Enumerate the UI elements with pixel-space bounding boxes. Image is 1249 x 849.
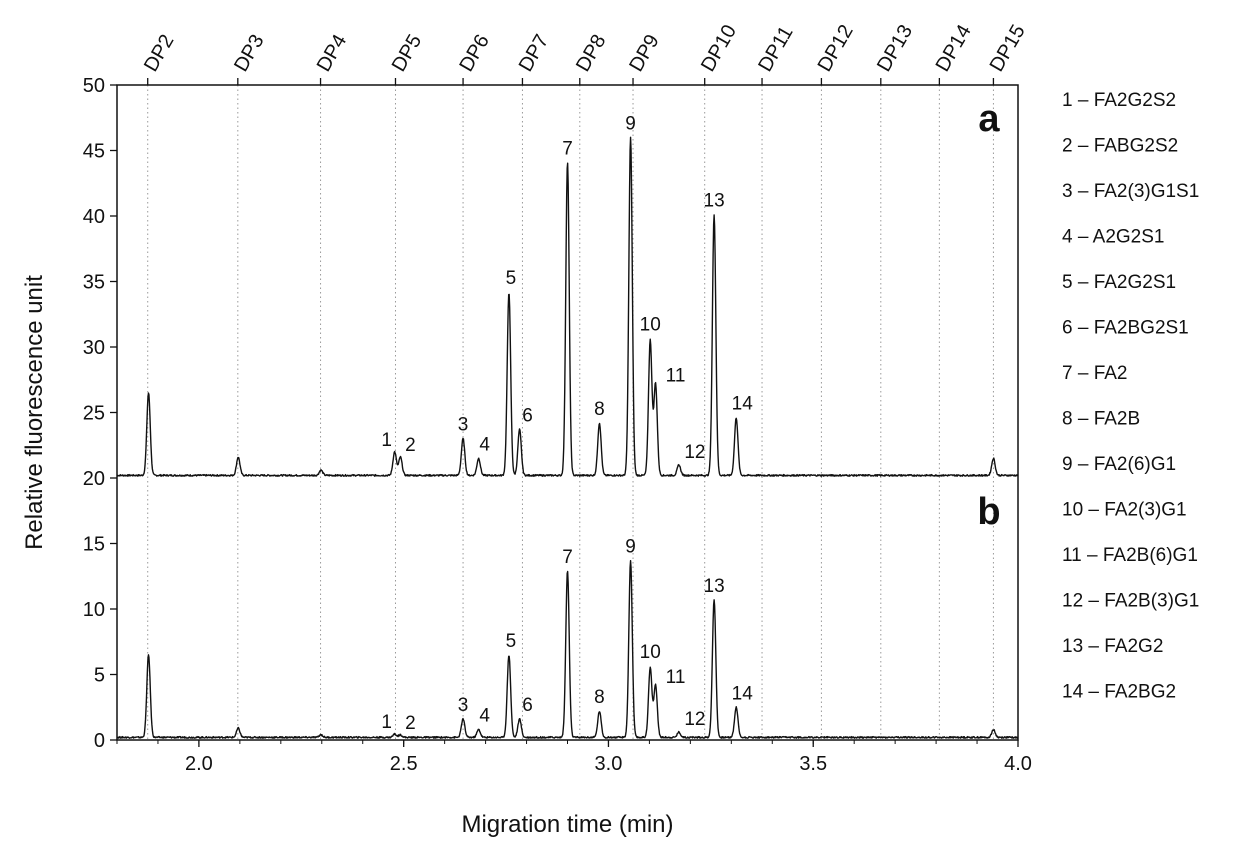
- peak-label: 1: [381, 430, 392, 451]
- peak-label: 8: [594, 399, 605, 420]
- peak-label: 13: [704, 576, 725, 597]
- peak-label: 11: [666, 366, 686, 387]
- legend-entry: 8 – FA2B: [1062, 409, 1140, 430]
- peak-label: 12: [684, 709, 705, 730]
- dp-label: DP14: [932, 21, 976, 75]
- trace-a: [116, 136, 1019, 477]
- dp-label: DP9: [625, 31, 664, 76]
- dp-label: DP12: [814, 21, 858, 75]
- dp-label: DP7: [515, 31, 554, 76]
- peak-label: 5: [506, 631, 517, 652]
- peak-label: 13: [704, 191, 725, 212]
- dp-label: DP2: [140, 31, 179, 76]
- axis-ticks: DP2 DP3 DP4 DP5 DP6 DP7 DP8 DP9 DP10 DP11 DP12 DP13…: [83, 21, 1032, 775]
- y-tick-label: 25: [83, 403, 105, 425]
- y-tick-label: 10: [83, 599, 105, 621]
- x-tick-label: 2.0: [185, 753, 213, 775]
- peak-label: 6: [522, 695, 533, 716]
- trace-b: [116, 559, 1019, 739]
- dp-label: DP6: [455, 31, 494, 76]
- peak-label: 9: [625, 537, 636, 558]
- panel-label-a: a: [978, 98, 1000, 140]
- traces: [116, 136, 1019, 739]
- y-tick-label: 15: [83, 534, 105, 556]
- peak-label: 8: [594, 687, 605, 708]
- peak-label: 3: [458, 415, 469, 436]
- peak-label: 5: [506, 268, 517, 289]
- y-tick-label: 0: [94, 730, 105, 752]
- panel-label-b: b: [977, 491, 1000, 533]
- dp-label: DP8: [572, 31, 611, 76]
- x-tick-label: 3.0: [595, 753, 623, 775]
- legend-entry: 4 – A2G2S1: [1062, 227, 1164, 248]
- legend-entry: 11 – FA2B(6)G1: [1062, 545, 1198, 566]
- legend-entry: 13 – FA2G2: [1062, 636, 1163, 657]
- legend-entry: 10 – FA2(3)G1: [1062, 500, 1187, 521]
- y-tick-label: 30: [83, 337, 105, 359]
- dp-label: DP11: [754, 22, 797, 75]
- y-axis-title: Relative fluorescence unit: [21, 275, 48, 550]
- legend: 1 – FA2G2S2 2 – FABG2S2 3 – FA2(3)G1S1 4 – …: [1062, 90, 1199, 703]
- x-axis-title: Migration time (min): [461, 811, 673, 838]
- y-tick-label: 35: [83, 272, 105, 294]
- legend-entry: 2 – FABG2S2: [1062, 136, 1178, 157]
- dp-label: DP15: [986, 21, 1030, 75]
- y-tick-label: 50: [83, 75, 105, 97]
- dp-label: DP13: [873, 21, 917, 75]
- y-tick-label: 20: [83, 468, 105, 490]
- peak-label: 11: [666, 667, 686, 688]
- legend-entry: 12 – FA2B(3)G1: [1062, 591, 1199, 612]
- dp-label: DP3: [230, 31, 269, 76]
- legend-entry: 6 – FA2BG2S1: [1062, 318, 1189, 339]
- legend-entry: 7 – FA2: [1062, 363, 1128, 384]
- legend-entry: 5 – FA2G2S1: [1062, 272, 1176, 293]
- legend-entry: 9 – FA2(6)G1: [1062, 454, 1176, 475]
- dp-label: DP5: [388, 31, 427, 76]
- x-tick-label: 2.5: [390, 753, 418, 775]
- x-tick-label: 4.0: [1004, 753, 1032, 775]
- peak-label: 2: [405, 713, 416, 734]
- peak-label: 12: [684, 442, 705, 463]
- y-tick-label: 5: [94, 665, 105, 687]
- peak-label: 4: [479, 706, 490, 727]
- y-tick-label: 40: [83, 206, 105, 228]
- dp-label: DP10: [697, 21, 741, 75]
- peak-label: 3: [458, 695, 469, 716]
- peak-label: 7: [562, 138, 573, 159]
- peak-label: 1: [381, 712, 392, 733]
- peak-label: 10: [640, 642, 661, 663]
- legend-entry: 3 – FA2(3)G1S1: [1062, 181, 1199, 202]
- peak-label: 14: [732, 683, 754, 704]
- dp-grid: [147, 85, 994, 740]
- peak-label: 9: [625, 113, 636, 134]
- peak-label: 2: [405, 435, 416, 456]
- legend-entry: 14 – FA2BG2: [1062, 682, 1176, 703]
- peak-label: 4: [479, 434, 490, 455]
- peak-label: 6: [522, 406, 533, 427]
- legend-entry: 1 – FA2G2S2: [1062, 90, 1176, 111]
- peak-label: 10: [640, 314, 661, 335]
- peak-label: 7: [562, 547, 573, 568]
- peak-label: 14: [732, 394, 754, 415]
- dp-label: DP4: [313, 31, 352, 76]
- y-tick-label: 45: [83, 141, 105, 163]
- x-tick-label: 3.5: [799, 753, 827, 775]
